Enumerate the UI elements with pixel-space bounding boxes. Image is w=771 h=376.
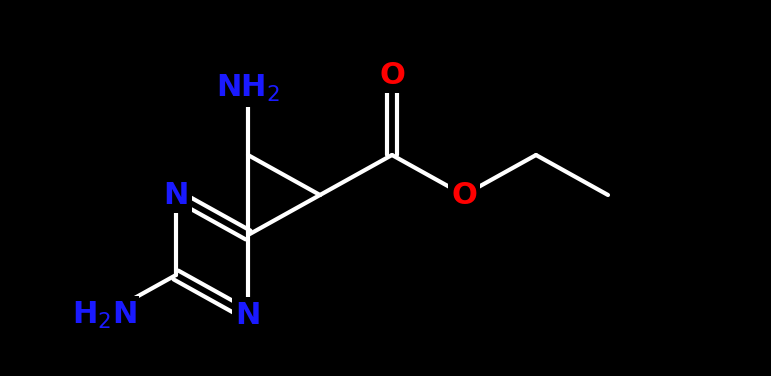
Text: NH$_2$: NH$_2$ bbox=[216, 73, 280, 103]
Text: O: O bbox=[451, 180, 477, 209]
Text: N: N bbox=[163, 180, 189, 209]
Text: H$_2$N: H$_2$N bbox=[72, 299, 136, 331]
Text: O: O bbox=[379, 61, 405, 89]
Text: N: N bbox=[235, 300, 261, 329]
